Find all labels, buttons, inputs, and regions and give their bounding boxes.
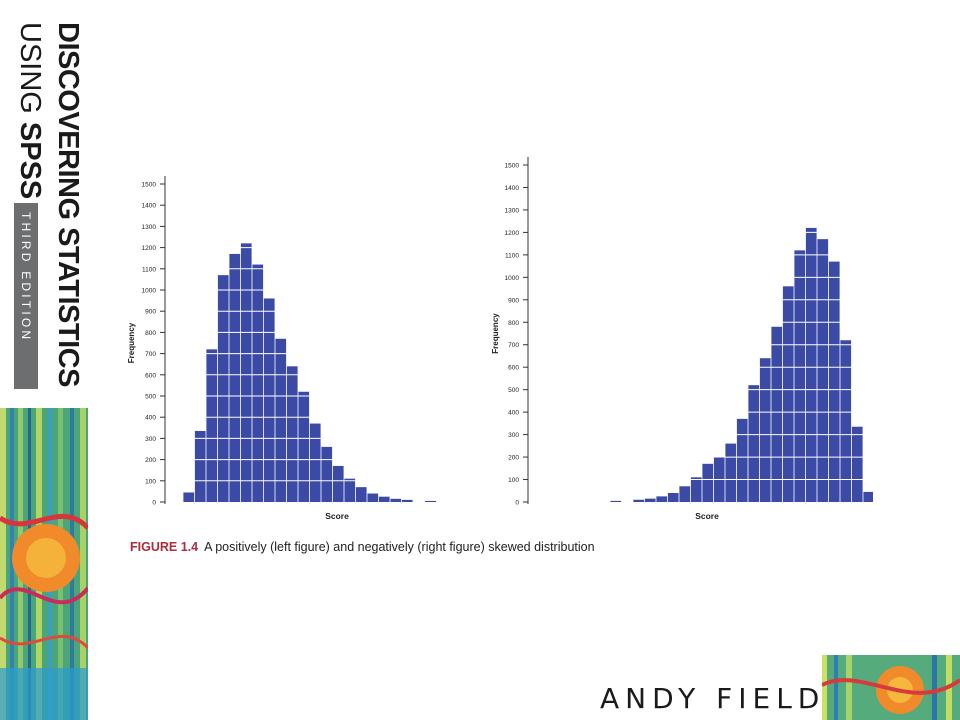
y-tick-label: 500 — [508, 387, 519, 394]
cover-art-left — [0, 408, 88, 720]
histogram-bar — [206, 349, 218, 502]
histogram-bar — [840, 340, 852, 502]
y-tick-label: 1400 — [142, 203, 157, 210]
histogram-bar — [344, 478, 356, 502]
y-tick-label: 0 — [152, 500, 156, 507]
histogram-bar — [321, 446, 333, 502]
histogram-negative-skew: 0 100 200 300 400 500 600 700 800 900 1000 1100 1200… — [491, 157, 873, 521]
histogram-bar — [736, 418, 748, 502]
y-tick-label: 1200 — [142, 245, 157, 252]
histogram-bar — [690, 477, 702, 502]
y-tick-label: 400 — [145, 415, 156, 422]
y-tick-label: 600 — [145, 372, 156, 379]
histogram-bar — [863, 491, 873, 502]
y-tick-label: 900 — [145, 309, 156, 316]
y-tick-label: 1200 — [505, 230, 520, 237]
figure-number: FIGURE 1.4 — [130, 540, 199, 554]
histogram-bar — [378, 496, 390, 502]
histogram-bar — [633, 499, 645, 502]
y-tick-label: 900 — [508, 297, 519, 304]
y-tick-label: 1500 — [142, 182, 157, 189]
histogram-bar — [725, 443, 737, 502]
y-tick-label: 1100 — [505, 252, 519, 259]
y-tick-label: 1400 — [505, 185, 520, 192]
y-axis-label: Frequency — [127, 322, 136, 363]
author-name: ANDY FIELD — [600, 682, 826, 715]
figure-caption-text: A positively (left figure) and negativel… — [204, 540, 595, 554]
histogram-bar — [424, 500, 436, 502]
y-tick-label: 100 — [145, 478, 156, 485]
histogram-bar — [656, 496, 668, 502]
histogram-bar — [240, 243, 252, 503]
histogram-bar — [817, 239, 829, 502]
histogram-bar — [644, 498, 656, 502]
book-title-using: USING — [14, 22, 46, 122]
histogram-bar — [667, 493, 679, 502]
histogram-bar — [194, 430, 206, 502]
y-tick-label: 200 — [508, 455, 519, 462]
edition-label: THIRD EDITION — [19, 212, 33, 343]
histogram-bar — [828, 261, 840, 502]
histogram-bar — [286, 366, 298, 502]
histogram-bar — [759, 358, 771, 502]
histogram-bar — [298, 391, 310, 502]
y-tick-label: 1100 — [142, 266, 156, 273]
y-tick-label: 1500 — [505, 163, 520, 170]
y-tick-label: 400 — [508, 410, 519, 417]
x-axis-label: Score — [695, 511, 719, 521]
x-axis-label: Score — [325, 511, 349, 521]
y-tick-label: 0 — [515, 500, 519, 507]
book-title-line1: DISCOVERING STATISTICS — [52, 22, 84, 387]
figure-caption: FIGURE 1.4 A positively (left figure) and… — [130, 540, 595, 554]
histogram-bar — [702, 463, 714, 502]
y-tick-label: 300 — [145, 436, 156, 443]
y-tick-label: 300 — [508, 432, 519, 439]
histogram-bar — [275, 338, 287, 502]
histogram-bar — [183, 492, 195, 502]
histogram-bar — [679, 486, 691, 502]
histogram-bar — [309, 423, 321, 502]
y-tick-label: 700 — [508, 342, 519, 349]
histogram-bar — [610, 500, 622, 502]
book-title-line2: USING SPSS — [14, 22, 46, 200]
histogram-bar — [217, 275, 229, 502]
histogram-bar — [367, 493, 379, 502]
histogram-bar — [794, 250, 806, 502]
edition-badge — [14, 203, 38, 389]
book-title-spss: SPSS — [14, 121, 46, 200]
histogram-bar — [748, 385, 760, 502]
histogram-bar — [332, 465, 344, 502]
y-tick-label: 800 — [508, 320, 519, 327]
y-tick-label: 600 — [508, 365, 519, 372]
histogram-positive-skew: 0 100 200 300 400 500 600 700 800 900 1000 1100 1200… — [127, 176, 436, 521]
cover-art-right — [822, 655, 960, 720]
y-axis-label: Frequency — [491, 313, 500, 354]
y-tick-label: 100 — [508, 477, 519, 484]
book-title: DISCOVERING STATISTICS USING SPSS THIRD … — [0, 0, 90, 400]
y-tick-label: 1300 — [142, 224, 157, 231]
histogram-bar — [782, 286, 794, 502]
histogram-bar — [252, 264, 264, 502]
histogram-bar — [229, 253, 241, 502]
y-tick-label: 1000 — [505, 275, 520, 282]
histogram-bar — [390, 498, 402, 502]
y-tick-label: 700 — [145, 351, 156, 358]
histogram-bar — [851, 426, 863, 502]
histogram-bar — [263, 298, 275, 502]
y-tick-label: 200 — [145, 457, 156, 464]
y-tick-label: 1300 — [505, 207, 520, 214]
histogram-bar — [355, 487, 367, 502]
y-tick-label: 500 — [145, 394, 156, 401]
y-tick-label: 1000 — [142, 288, 157, 295]
histogram-bar — [771, 326, 783, 502]
histogram-bar — [401, 499, 413, 502]
y-tick-label: 800 — [145, 330, 156, 337]
histogram-bar — [805, 227, 817, 502]
